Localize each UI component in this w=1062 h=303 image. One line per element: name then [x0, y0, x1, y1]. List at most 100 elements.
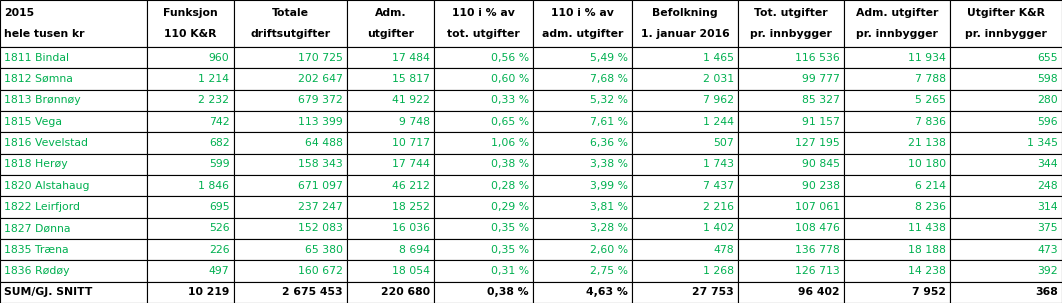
Text: 110 i % av: 110 i % av [452, 8, 515, 18]
Text: 136 778: 136 778 [795, 245, 840, 255]
Text: 2,75 %: 2,75 % [589, 266, 628, 276]
Text: 507: 507 [713, 138, 734, 148]
Bar [434, 154, 533, 175]
Bar [0, 175, 147, 196]
Text: 0,56 %: 0,56 % [491, 53, 529, 63]
Text: 2 216: 2 216 [703, 202, 734, 212]
Bar [950, 175, 1062, 196]
Text: 10 717: 10 717 [392, 138, 430, 148]
Text: 5 265: 5 265 [915, 95, 946, 105]
Bar [234, 90, 347, 111]
Bar [738, 175, 844, 196]
Bar [347, 175, 434, 196]
Bar [738, 196, 844, 218]
Text: pr. innbygger: pr. innbygger [856, 29, 939, 39]
Text: 226: 226 [209, 245, 229, 255]
Text: 0,65 %: 0,65 % [491, 117, 529, 127]
Bar [533, 90, 632, 111]
Bar [950, 218, 1062, 239]
Text: 15 817: 15 817 [392, 74, 430, 84]
Bar [0, 0, 147, 47]
Bar [147, 132, 234, 154]
Bar [234, 111, 347, 132]
Bar [347, 196, 434, 218]
Text: 107 061: 107 061 [795, 202, 840, 212]
Text: 90 238: 90 238 [802, 181, 840, 191]
Text: 655: 655 [1038, 53, 1058, 63]
Bar [950, 0, 1062, 47]
Bar [632, 260, 738, 282]
Bar [0, 282, 147, 303]
Text: 237 247: 237 247 [298, 202, 343, 212]
Bar [533, 68, 632, 90]
Bar [533, 282, 632, 303]
Text: 1818 Herøy: 1818 Herøy [4, 159, 68, 169]
Text: 113 399: 113 399 [298, 117, 343, 127]
Text: 473: 473 [1038, 245, 1058, 255]
Text: 3,38 %: 3,38 % [589, 159, 628, 169]
Text: 526: 526 [209, 223, 229, 233]
Text: tot. utgifter: tot. utgifter [447, 29, 520, 39]
Bar [844, 218, 950, 239]
Bar [844, 239, 950, 260]
Text: 960: 960 [208, 53, 229, 63]
Text: 248: 248 [1038, 181, 1058, 191]
Bar [147, 260, 234, 282]
Text: SUM/GJ. SNITT: SUM/GJ. SNITT [4, 287, 92, 297]
Text: 0,60 %: 0,60 % [491, 74, 529, 84]
Bar [632, 111, 738, 132]
Bar [738, 0, 844, 47]
Text: 99 777: 99 777 [802, 74, 840, 84]
Text: 368: 368 [1035, 287, 1058, 297]
Text: 18 188: 18 188 [908, 245, 946, 255]
Text: Adm. utgifter: Adm. utgifter [856, 8, 939, 18]
Text: 5,32 %: 5,32 % [589, 95, 628, 105]
Bar [434, 260, 533, 282]
Bar [950, 111, 1062, 132]
Text: 3,28 %: 3,28 % [589, 223, 628, 233]
Text: 0,35 %: 0,35 % [491, 223, 529, 233]
Bar [844, 196, 950, 218]
Text: 46 212: 46 212 [392, 181, 430, 191]
Bar [738, 218, 844, 239]
Bar [632, 0, 738, 47]
Bar [0, 68, 147, 90]
Bar [0, 154, 147, 175]
Bar [738, 260, 844, 282]
Bar [950, 196, 1062, 218]
Text: 1 244: 1 244 [703, 117, 734, 127]
Bar [0, 260, 147, 282]
Bar [347, 111, 434, 132]
Bar [533, 111, 632, 132]
Bar [347, 0, 434, 47]
Text: 742: 742 [209, 117, 229, 127]
Text: 17 744: 17 744 [392, 159, 430, 169]
Text: 1816 Vevelstad: 1816 Vevelstad [4, 138, 88, 148]
Bar [234, 0, 347, 47]
Bar [347, 260, 434, 282]
Text: 280: 280 [1037, 95, 1058, 105]
Bar [234, 239, 347, 260]
Text: 7,68 %: 7,68 % [589, 74, 628, 84]
Bar [234, 196, 347, 218]
Bar [434, 0, 533, 47]
Bar [147, 47, 234, 68]
Bar [434, 175, 533, 196]
Text: 3,99 %: 3,99 % [589, 181, 628, 191]
Bar [844, 0, 950, 47]
Text: 1 743: 1 743 [703, 159, 734, 169]
Text: 2 675 453: 2 675 453 [282, 287, 343, 297]
Bar [147, 111, 234, 132]
Text: 682: 682 [209, 138, 229, 148]
Bar [844, 111, 950, 132]
Bar [533, 47, 632, 68]
Bar [950, 260, 1062, 282]
Bar [0, 132, 147, 154]
Text: 314: 314 [1038, 202, 1058, 212]
Text: 16 036: 16 036 [392, 223, 430, 233]
Text: Adm.: Adm. [375, 8, 407, 18]
Bar [347, 239, 434, 260]
Bar [533, 239, 632, 260]
Bar [147, 154, 234, 175]
Text: 1. januar 2016: 1. januar 2016 [640, 29, 730, 39]
